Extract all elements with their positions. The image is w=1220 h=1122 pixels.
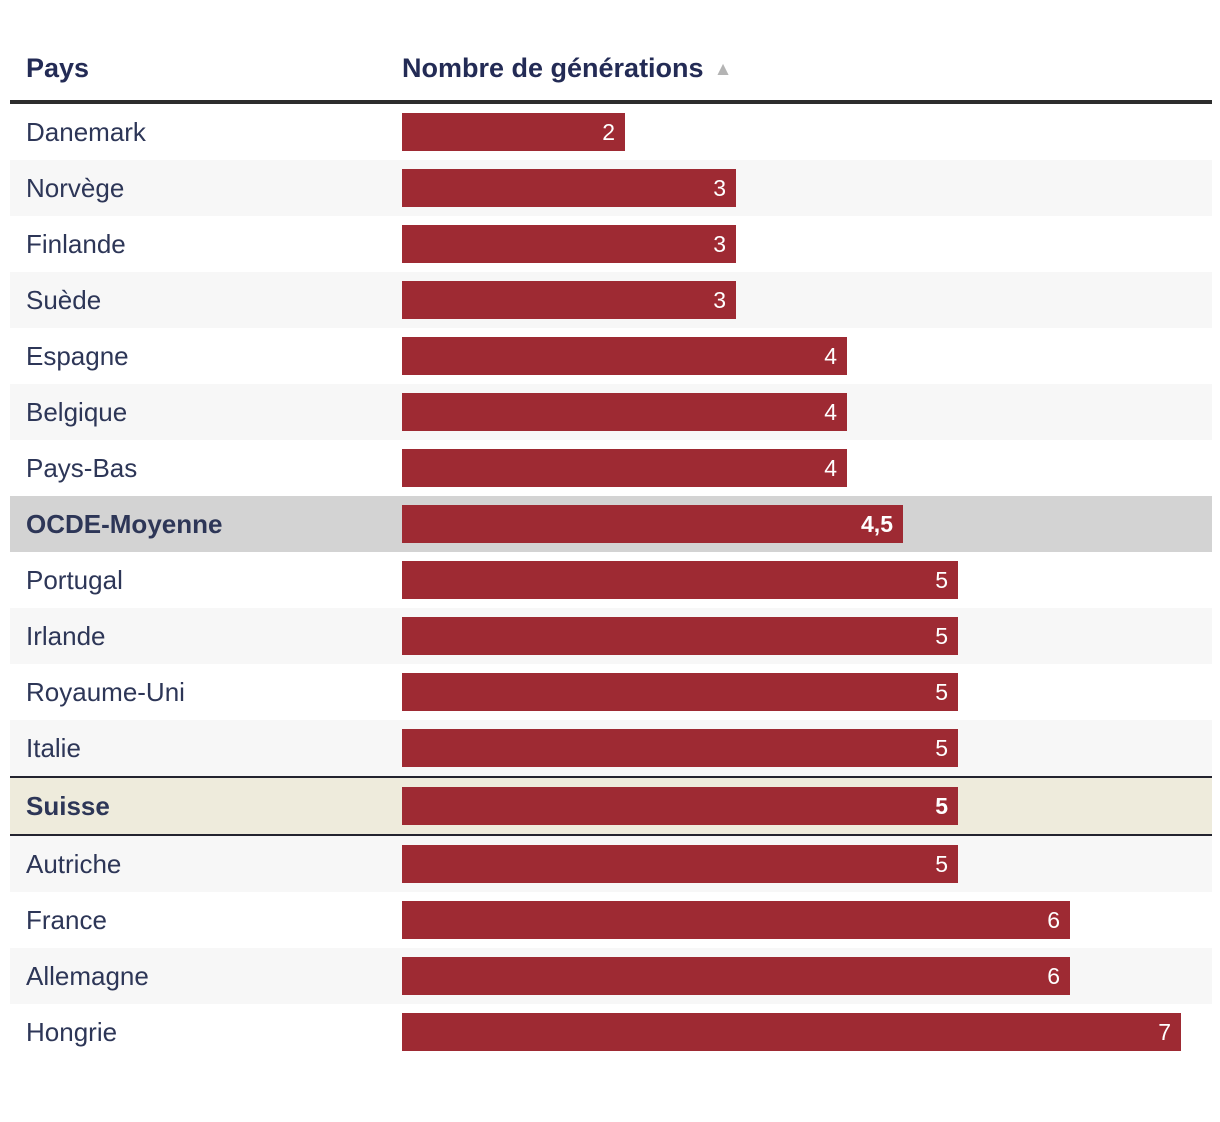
bar-value-label: 5 xyxy=(935,850,948,877)
bar-cell: 7 xyxy=(402,1004,1212,1060)
table-header-row: Pays Nombre de générations ▲ xyxy=(10,0,1212,104)
table-row: Danemark 2 xyxy=(10,104,1212,160)
bar-value-label: 3 xyxy=(713,230,726,257)
country-label: Belgique xyxy=(26,396,128,427)
table-row: OCDE-Moyenne 4,5 xyxy=(10,496,1212,552)
bar-value-label: 4,5 xyxy=(861,510,893,537)
country-label: Pays-Bas xyxy=(26,452,138,483)
value-bar: 2 xyxy=(402,113,625,151)
value-bar: 5 xyxy=(402,729,958,767)
table-row: Suède 3 xyxy=(10,272,1212,328)
bar-value-label: 5 xyxy=(935,566,948,593)
bar-cell: 4 xyxy=(402,384,1212,440)
value-bar: 3 xyxy=(402,169,736,207)
value-bar: 5 xyxy=(402,617,958,655)
value-bar: 4 xyxy=(402,449,847,487)
table-row: Italie 5 xyxy=(10,720,1212,776)
bar-value-label: 6 xyxy=(1047,906,1060,933)
bar-cell: 4 xyxy=(402,328,1212,384)
value-bar: 5 xyxy=(402,561,958,599)
bar-value-label: 4 xyxy=(824,342,837,369)
bar-value-label: 5 xyxy=(935,734,948,761)
table-row: Suisse 5 xyxy=(10,776,1212,836)
bar-cell: 5 xyxy=(402,552,1212,608)
bar-cell: 3 xyxy=(402,272,1212,328)
bar-cell: 3 xyxy=(402,160,1212,216)
table-row: Hongrie 7 xyxy=(10,1004,1212,1060)
table-row: France 6 xyxy=(10,892,1212,948)
bar-value-label: 5 xyxy=(935,678,948,705)
bar-value-label: 6 xyxy=(1047,962,1060,989)
table-row: Autriche 5 xyxy=(10,836,1212,892)
table-row: Norvège 3 xyxy=(10,160,1212,216)
country-label: Portugal xyxy=(26,564,123,595)
table-body: Danemark 2 Norvège 3 Finlande 3 Suède 3 … xyxy=(10,104,1212,1060)
country-label: Irlande xyxy=(26,620,106,651)
sort-ascending-icon[interactable]: ▲ xyxy=(713,59,733,80)
value-bar: 3 xyxy=(402,281,736,319)
value-bar: 5 xyxy=(402,787,958,825)
value-bar: 5 xyxy=(402,673,958,711)
country-label: Norvège xyxy=(26,172,125,203)
table-content: Pays Nombre de générations ▲ Danemark 2 N… xyxy=(10,0,1212,1060)
column-header-generations-label: Nombre de générations xyxy=(402,53,704,83)
bar-value-label: 5 xyxy=(935,792,948,819)
country-label: Autriche xyxy=(26,848,122,879)
value-bar: 4 xyxy=(402,337,847,375)
country-label: Finlande xyxy=(26,228,126,259)
bar-cell: 5 xyxy=(402,720,1212,776)
table-row: Irlande 5 xyxy=(10,608,1212,664)
country-label: Italie xyxy=(26,732,81,763)
value-bar: 7 xyxy=(402,1013,1181,1051)
bar-cell: 4,5 xyxy=(402,496,1212,552)
bar-value-label: 2 xyxy=(602,118,615,145)
country-label: Royaume-Uni xyxy=(26,676,185,707)
country-label: Suède xyxy=(26,284,102,315)
value-bar: 6 xyxy=(402,901,1070,939)
value-bar: 5 xyxy=(402,845,958,883)
bar-value-label: 5 xyxy=(935,622,948,649)
column-header-generations[interactable]: Nombre de générations ▲ xyxy=(402,53,1212,100)
bar-value-label: 3 xyxy=(713,286,726,313)
country-label: OCDE-Moyenne xyxy=(26,508,223,539)
table-row: Portugal 5 xyxy=(10,552,1212,608)
bar-cell: 5 xyxy=(402,836,1212,892)
country-label: Suisse xyxy=(26,790,110,821)
country-label: Hongrie xyxy=(26,1016,118,1047)
bar-cell: 6 xyxy=(402,892,1212,948)
value-bar: 6 xyxy=(402,957,1070,995)
country-label: Danemark xyxy=(26,116,146,147)
bar-cell: 4 xyxy=(402,440,1212,496)
bar-cell: 3 xyxy=(402,216,1212,272)
value-bar: 3 xyxy=(402,225,736,263)
bar-cell: 2 xyxy=(402,104,1212,160)
value-bar: 4,5 xyxy=(402,505,903,543)
table-row: Finlande 3 xyxy=(10,216,1212,272)
country-label: Espagne xyxy=(26,340,129,371)
table-row: Espagne 4 xyxy=(10,328,1212,384)
value-bar: 4 xyxy=(402,393,847,431)
bar-cell: 5 xyxy=(402,608,1212,664)
bar-cell: 6 xyxy=(402,948,1212,1004)
bar-cell: 5 xyxy=(402,664,1212,720)
country-label: Allemagne xyxy=(26,960,149,991)
column-header-pays[interactable]: Pays xyxy=(26,53,90,83)
table-row: Belgique 4 xyxy=(10,384,1212,440)
table-row: Pays-Bas 4 xyxy=(10,440,1212,496)
bar-cell: 5 xyxy=(402,778,1212,834)
country-label: France xyxy=(26,904,107,935)
bar-value-label: 4 xyxy=(824,398,837,425)
bar-value-label: 4 xyxy=(824,454,837,481)
table-row: Allemagne 6 xyxy=(10,948,1212,1004)
bar-value-label: 3 xyxy=(713,174,726,201)
bar-value-label: 7 xyxy=(1158,1018,1171,1045)
table-row: Royaume-Uni 5 xyxy=(10,664,1212,720)
